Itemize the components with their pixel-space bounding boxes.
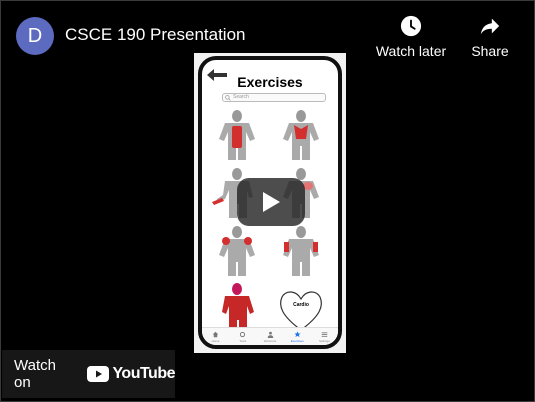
youtube-play-icon: [87, 366, 110, 382]
person-icon: [267, 331, 273, 338]
tab-workouts: Workouts: [256, 328, 283, 345]
star-icon: [294, 330, 301, 337]
triceps-muscle-figure: [272, 224, 330, 278]
watch-on-youtube-button[interactable]: Watch on YouTube: [2, 350, 175, 398]
tab-settings: Settings: [311, 328, 338, 345]
back-arrow-icon: [207, 69, 227, 81]
avatar-letter: D: [27, 24, 43, 47]
search-field: Search: [222, 93, 326, 102]
back-muscle-figure: [272, 108, 330, 162]
tab-label: Exercises: [290, 338, 304, 343]
shoulder-muscle-figure: [208, 224, 266, 278]
play-button[interactable]: [237, 178, 305, 226]
search-icon: [225, 95, 231, 101]
play-icon: [263, 192, 280, 212]
app-tab-bar: Home Tools Workouts Exercises Settings: [202, 327, 338, 345]
share-label: Share: [471, 43, 509, 59]
share-arrow-icon: [480, 18, 500, 35]
youtube-logo: YouTube: [87, 365, 175, 383]
tab-label: Settings: [318, 338, 330, 343]
watch-later-button[interactable]: Watch later: [371, 15, 451, 61]
watch-on-label: Watch on: [14, 357, 56, 391]
home-icon: [212, 331, 219, 337]
cardio-heart: Cardio: [272, 282, 330, 336]
channel-avatar[interactable]: D: [16, 17, 54, 55]
full-body-figure: [208, 282, 266, 336]
clock-icon: [400, 15, 422, 37]
gear-icon: [240, 331, 246, 337]
watch-later-label: Watch later: [375, 43, 447, 59]
screen-title: Exercises: [237, 74, 303, 90]
tab-home: Home: [202, 328, 229, 345]
abs-muscle-figure: [208, 108, 266, 162]
menu-icon: [321, 331, 328, 337]
tab-label: Home: [211, 338, 220, 343]
tab-exercises: Exercises: [284, 328, 311, 345]
tab-label: Tools: [239, 338, 247, 343]
tab-tools: Tools: [229, 328, 256, 345]
tab-label: Workouts: [263, 338, 277, 343]
youtube-wordmark: YouTube: [112, 365, 175, 382]
share-button[interactable]: Share: [450, 15, 530, 61]
cardio-label: Cardio: [293, 302, 309, 308]
video-title[interactable]: CSCE 190 Presentation: [65, 25, 246, 44]
search-placeholder: Search: [233, 94, 249, 100]
